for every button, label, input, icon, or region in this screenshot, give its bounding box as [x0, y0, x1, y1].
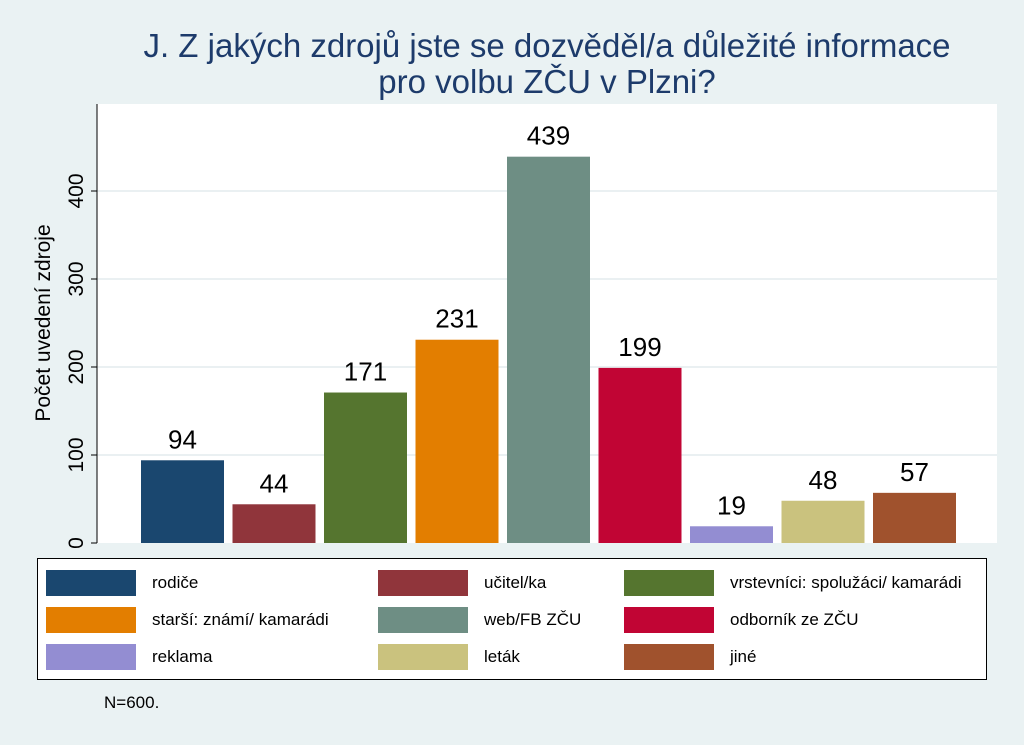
legend-item: rodiče [46, 568, 198, 598]
legend-item: web/FB ZČU [378, 605, 581, 635]
bar-value-label: 439 [527, 121, 570, 151]
bar [873, 492, 956, 543]
y-axis-label: Počet uvedení zdroje [32, 224, 55, 421]
y-tick-label: 300 [65, 261, 88, 296]
sample-size-note: N=600. [104, 693, 160, 712]
bar [598, 367, 682, 543]
y-tick-label: 0 [65, 537, 88, 549]
legend-label: jiné [730, 647, 757, 666]
legend: rodiče učitel/ka vrstevníci: spolužáci/ ka… [37, 558, 987, 680]
chart-title-line1: J. Z jakých zdrojů jste se dozvěděl/a dů… [143, 27, 951, 64]
legend-item: reklama [46, 642, 212, 672]
bar [232, 504, 316, 543]
bar-value-label: 94 [168, 424, 197, 454]
chart-title: J. Z jakých zdrojů jste se dozvěděl/a dů… [0, 28, 1024, 100]
legend-swatch [378, 607, 468, 633]
bar-value-label: 231 [435, 304, 478, 334]
bar-value-label: 199 [618, 332, 661, 362]
bar [690, 526, 773, 543]
legend-label: reklama [152, 647, 213, 666]
legend-swatch [46, 570, 136, 596]
y-tick-label: 400 [65, 173, 88, 208]
bar-chart: 0 100 200 300 400 94 44 171 231 439 199 19 48 57 Poč… [32, 104, 997, 549]
bar-value-label: 57 [900, 457, 929, 487]
bar-value-label: 171 [344, 357, 387, 387]
bar [324, 392, 407, 543]
legend-label: leták [484, 647, 520, 666]
legend-item: leták [378, 642, 520, 672]
bar-value-label: 19 [717, 490, 746, 520]
legend-swatch [624, 570, 714, 596]
bars [141, 156, 956, 543]
bar [781, 500, 865, 543]
bar [507, 156, 590, 543]
legend-swatch [378, 644, 468, 670]
bar [415, 339, 499, 543]
legend-item: vrstevníci: spolužáci/ kamarádi [624, 568, 961, 598]
y-tick-label: 100 [65, 437, 88, 472]
legend-label: vrstevníci: spolužáci/ kamarádi [730, 573, 962, 592]
legend-item: odborník ze ZČU [624, 605, 859, 635]
bar-value-label: 44 [260, 468, 289, 498]
legend-swatch [624, 607, 714, 633]
legend-swatch [46, 607, 136, 633]
legend-item: učitel/ka [378, 568, 546, 598]
bar [141, 460, 224, 543]
chart-title-line2: pro volbu ZČU v Plzni? [378, 63, 716, 100]
legend-label: odborník ze ZČU [730, 610, 859, 629]
legend-swatch [624, 644, 714, 670]
bar-value-label: 48 [809, 465, 838, 495]
legend-label: rodiče [152, 573, 199, 592]
legend-label: učitel/ka [484, 573, 547, 592]
legend-swatch [378, 570, 468, 596]
legend-label: web/FB ZČU [484, 610, 582, 629]
legend-swatch [46, 644, 136, 670]
legend-item: starší: známí/ kamarádi [46, 605, 329, 635]
legend-label: starší: známí/ kamarádi [152, 610, 329, 629]
y-axis: 0 100 200 300 400 [65, 104, 98, 549]
y-tick-label: 200 [65, 349, 88, 384]
legend-item: jiné [624, 642, 756, 672]
bar-value-labels: 94 44 171 231 439 199 19 48 57 [168, 121, 929, 521]
